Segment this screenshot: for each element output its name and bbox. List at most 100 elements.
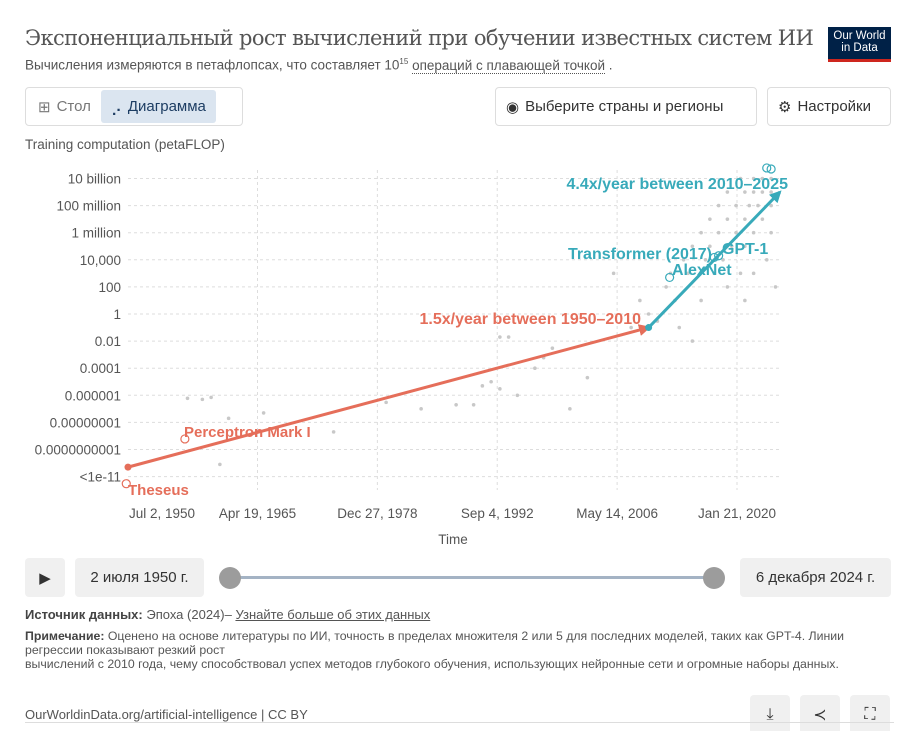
data-point: [677, 325, 682, 330]
tab-table[interactable]: ⊞ Стол: [28, 90, 101, 123]
x-tick-label: Apr 19, 1965: [219, 506, 296, 521]
data-point: [743, 217, 747, 221]
download-button[interactable]: ⤓: [750, 695, 790, 731]
subtitle-exponent: 15: [399, 57, 409, 66]
note-label: Примечание:: [25, 629, 105, 643]
note-text: вычислений с 2010 года, чему способствов…: [25, 657, 839, 671]
settings-button[interactable]: ⚙ Настройки: [767, 87, 891, 126]
flop-definition-link[interactable]: операций с плавающей точкой: [412, 57, 605, 74]
fullscreen-icon: ⛶: [864, 706, 876, 723]
data-point: [690, 339, 695, 343]
y-tick-label: 0.000001: [65, 388, 121, 403]
logo-line: Our World: [833, 30, 886, 42]
tab-chart[interactable]: ⡠ Диаграмма: [100, 90, 216, 123]
data-point: [725, 285, 730, 289]
data-point: [734, 230, 738, 235]
data-point: [489, 379, 493, 384]
data-point: [480, 384, 485, 388]
eye-icon: ◉: [506, 98, 520, 116]
x-tick-label: Jul 2, 1950: [129, 506, 195, 521]
x-tick-label: Jan 21, 2020: [698, 506, 776, 521]
data-point: [716, 203, 721, 208]
data-point: [498, 387, 502, 391]
play-button[interactable]: ▶: [25, 558, 65, 597]
highlight-marker: [762, 163, 772, 173]
data-point: [611, 271, 616, 276]
y-tick-label: 10 billion: [68, 172, 121, 187]
x-tick-label: May 14, 2006: [576, 506, 658, 521]
timeline-track[interactable]: [230, 576, 714, 579]
note: Примечание: Оценено на основе литературы…: [25, 629, 885, 671]
data-point: [729, 244, 734, 249]
trend-start-point: [645, 324, 653, 332]
y-axis-title: Training computation (petaFLOP): [25, 137, 225, 152]
data-point: [690, 244, 695, 249]
highlight-marker: [766, 164, 776, 174]
data-point: [218, 462, 222, 467]
learn-more-link[interactable]: Узнайте больше об этих данных: [235, 607, 431, 622]
button-label: Выберите страны и регионы: [525, 98, 724, 115]
owid-logo[interactable]: Our World in Data: [828, 27, 891, 62]
data-point: [515, 393, 520, 398]
data-point: [756, 203, 760, 208]
data-point: [209, 395, 213, 400]
data-point: [721, 258, 725, 262]
data-point: [773, 285, 778, 289]
annotation-label: Theseus: [128, 482, 189, 499]
timeline-end-label[interactable]: 6 декабря 2024 г.: [740, 558, 891, 597]
source-line: Источник данных: Эпоха (2024)– Узнайте б…: [25, 607, 430, 622]
timeline-start-label[interactable]: 2 июля 1950 г.: [75, 558, 204, 597]
x-axis-title: Time: [438, 532, 468, 547]
select-countries-button[interactable]: ◉ Выберите страны и регионы: [495, 87, 757, 126]
data-point: [686, 271, 690, 276]
data-point: [585, 375, 590, 380]
timeline-start-handle[interactable]: [219, 567, 241, 589]
trend-line: [127, 324, 651, 469]
x-tick-label: Sep 4, 1992: [461, 506, 534, 521]
y-tick-label: 0.0001: [80, 361, 121, 376]
y-tick-label: 0.0000000001: [35, 443, 121, 458]
subtitle-text: Вычисления измеряются в петафлопсах, что…: [25, 57, 400, 73]
y-tick-label: 100: [98, 280, 121, 295]
note-text: Оценено на основе литературы по ИИ, точн…: [25, 629, 845, 657]
annotation-marker: [180, 434, 190, 444]
x-tick-label: Dec 27, 1978: [337, 506, 417, 521]
source-label: Источник данных:: [25, 607, 143, 622]
data-point: [743, 244, 747, 249]
data-point: [764, 258, 769, 262]
annotation-label: AlexNet: [672, 262, 732, 279]
data-point: [751, 271, 756, 276]
data-point: [716, 230, 721, 235]
y-tick-label: 1 million: [71, 226, 121, 241]
data-point: [738, 176, 743, 181]
y-tick-label: 10,000: [80, 253, 121, 268]
data-point: [738, 271, 743, 276]
data-point: [725, 217, 730, 221]
data-point: [760, 217, 765, 221]
license-link[interactable]: OurWorldinData.org/artificial-intelligen…: [25, 707, 308, 722]
button-label: Настройки: [797, 98, 872, 115]
data-point: [751, 230, 756, 235]
data-point: [708, 244, 712, 249]
data-point: [629, 325, 633, 330]
trend-label: 4.4x/year between 2010–2025: [567, 176, 789, 193]
divider: [25, 722, 894, 723]
data-point: [506, 335, 511, 339]
timeline-end-handle[interactable]: [703, 567, 725, 589]
data-point: [384, 400, 388, 405]
y-tick-label: 0.00000001: [50, 415, 121, 430]
data-point: [331, 430, 336, 434]
data-point: [725, 190, 730, 194]
data-point: [261, 411, 266, 415]
data-point: [760, 176, 765, 181]
logo-line: in Data: [841, 42, 878, 54]
data-point: [454, 402, 458, 407]
fullscreen-button[interactable]: ⛶: [850, 695, 890, 731]
data-point: [699, 230, 703, 235]
data-point: [769, 176, 773, 181]
data-point: [533, 366, 537, 370]
share-button[interactable]: ≺: [800, 695, 840, 731]
table-icon: ⊞: [38, 98, 51, 116]
trend-start-point: [124, 463, 132, 471]
